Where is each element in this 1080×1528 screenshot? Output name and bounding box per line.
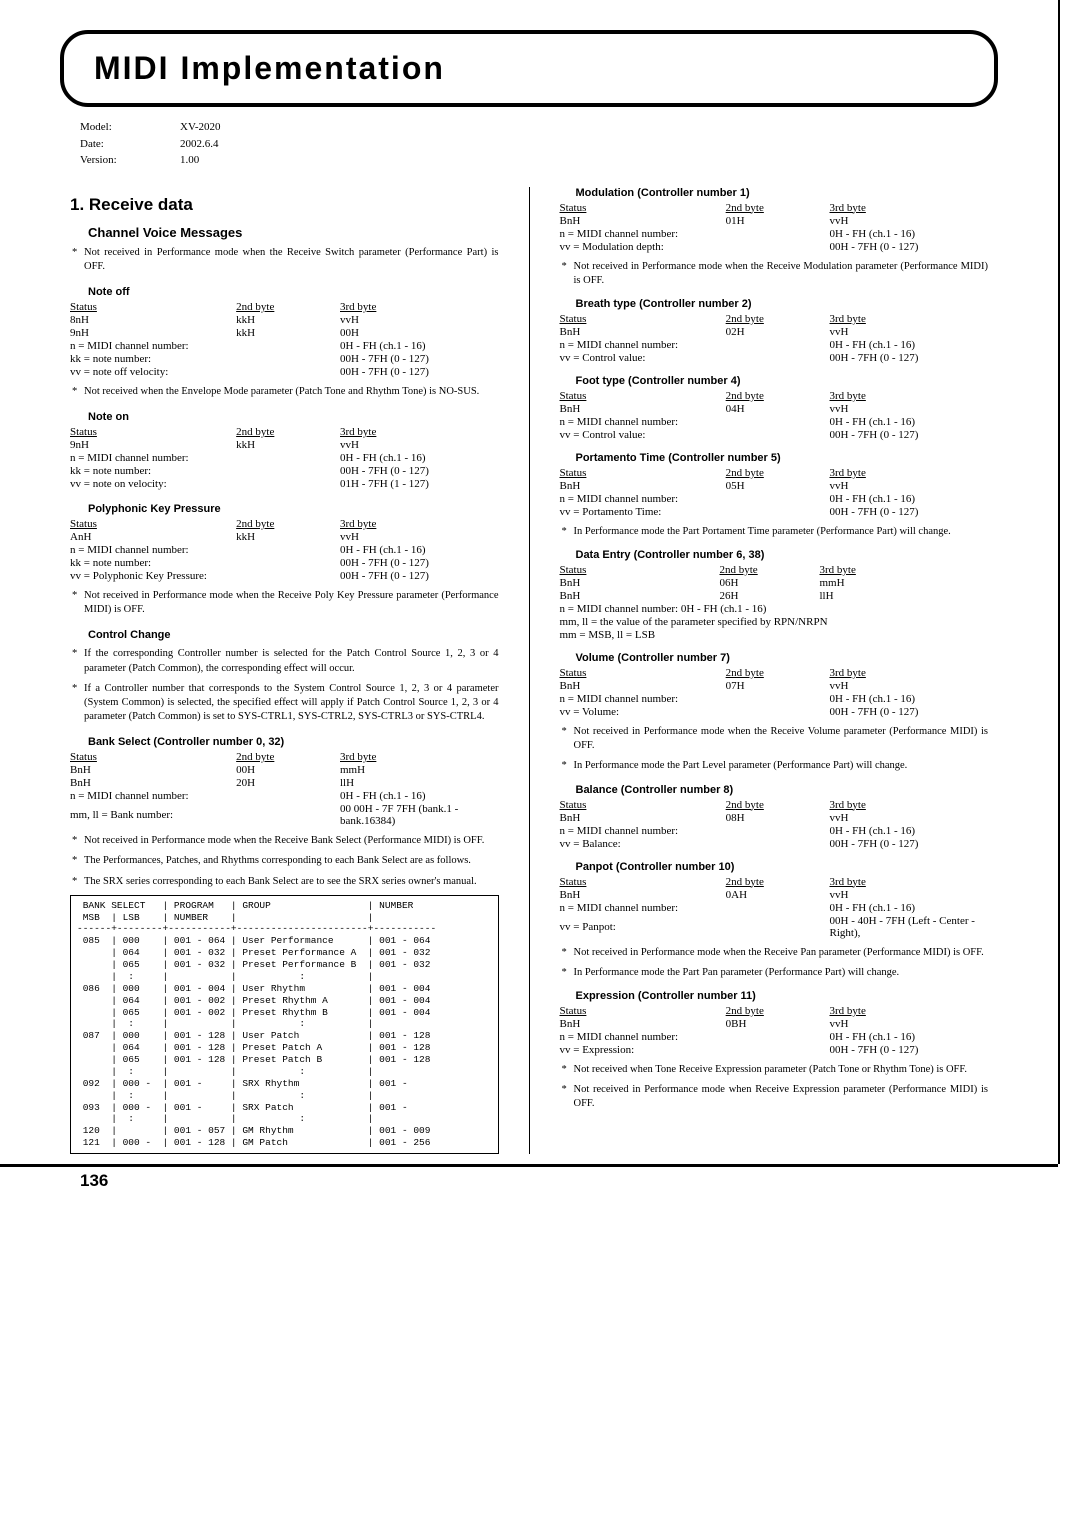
bullet: * bbox=[72, 246, 84, 274]
poly-table: Status2nd byte3rd byte AnHkkHvvH n = MID… bbox=[70, 518, 499, 583]
date-label: Date: bbox=[80, 136, 180, 153]
page-title: MIDI Implementation bbox=[94, 50, 964, 87]
bal-heading: Balance (Controller number 8) bbox=[560, 784, 989, 796]
mod-heading: Modulation (Controller number 1) bbox=[560, 187, 989, 199]
expr-heading: Expression (Controller number 11) bbox=[560, 990, 989, 1002]
title-box: MIDI Implementation bbox=[60, 30, 998, 107]
porta-heading: Portamento Time (Controller number 5) bbox=[560, 452, 989, 464]
vol-heading: Volume (Controller number 7) bbox=[560, 652, 989, 664]
bank-table: Status2nd byte3rd byte BnH00HmmH BnH20Hl… bbox=[70, 751, 499, 828]
noteon-table: Status2nd byte3rd byte 9nHkkHvvH n = MID… bbox=[70, 426, 499, 491]
section-receive: 1. Receive data bbox=[70, 195, 499, 215]
title-container: MIDI Implementation bbox=[0, 0, 1058, 107]
model-value: XV-2020 bbox=[180, 119, 221, 136]
data-heading: Data Entry (Controller number 6, 38) bbox=[560, 549, 989, 561]
version-value: 1.00 bbox=[180, 152, 199, 169]
noteoff-table: Status2nd byte3rd byte 8nHkkHvvH 9nHkkH0… bbox=[70, 301, 499, 379]
pan-heading: Panpot (Controller number 10) bbox=[560, 861, 989, 873]
mod-table: Status2nd byte3rd byte BnH01HvvH n = MID… bbox=[560, 202, 989, 254]
right-column: Modulation (Controller number 1) Status2… bbox=[560, 187, 989, 1155]
column-divider bbox=[529, 187, 530, 1155]
model-label: Model: bbox=[80, 119, 180, 136]
meta-block: Model:XV-2020 Date:2002.6.4 Version:1.00 bbox=[0, 107, 1058, 169]
expr-table: Status2nd byte3rd byte BnH0BHvvH n = MID… bbox=[560, 1005, 989, 1057]
note-text: Not received in Performance mode when th… bbox=[84, 246, 499, 274]
breath-table: Status2nd byte3rd byte BnH02HvvH n = MID… bbox=[560, 313, 989, 365]
vol-table: Status2nd byte3rd byte BnH07HvvH n = MID… bbox=[560, 667, 989, 719]
foot-heading: Foot type (Controller number 4) bbox=[560, 375, 989, 387]
pan-table: Status2nd byte3rd byte BnH0AHvvH n = MID… bbox=[560, 876, 989, 940]
foot-table: Status2nd byte3rd byte BnH04HvvH n = MID… bbox=[560, 390, 989, 442]
page-number: 136 bbox=[0, 1164, 1058, 1203]
breath-heading: Breath type (Controller number 2) bbox=[560, 298, 989, 310]
date-value: 2002.6.4 bbox=[180, 136, 219, 153]
noteoff-heading: Note off bbox=[70, 286, 499, 298]
porta-table: Status2nd byte3rd byte BnH05HvvH n = MID… bbox=[560, 467, 989, 519]
subsection-cvm: Channel Voice Messages bbox=[70, 225, 499, 240]
cc-heading: Control Change bbox=[70, 629, 499, 641]
poly-heading: Polyphonic Key Pressure bbox=[70, 503, 499, 515]
bank-heading: Bank Select (Controller number 0, 32) bbox=[70, 736, 499, 748]
bank-select-table: BANK SELECT | PROGRAM | GROUP | NUMBER M… bbox=[70, 895, 499, 1154]
version-label: Version: bbox=[80, 152, 180, 169]
left-column: 1. Receive data Channel Voice Messages *… bbox=[70, 187, 499, 1155]
page-wrap: MIDI Implementation Model:XV-2020 Date:2… bbox=[0, 0, 1060, 1164]
noteon-heading: Note on bbox=[70, 411, 499, 423]
columns: 1. Receive data Channel Voice Messages *… bbox=[0, 169, 1058, 1165]
data-table: Status2nd byte3rd byte BnH06HmmH BnH26Hl… bbox=[560, 564, 989, 642]
bal-table: Status2nd byte3rd byte BnH08HvvH n = MID… bbox=[560, 799, 989, 851]
